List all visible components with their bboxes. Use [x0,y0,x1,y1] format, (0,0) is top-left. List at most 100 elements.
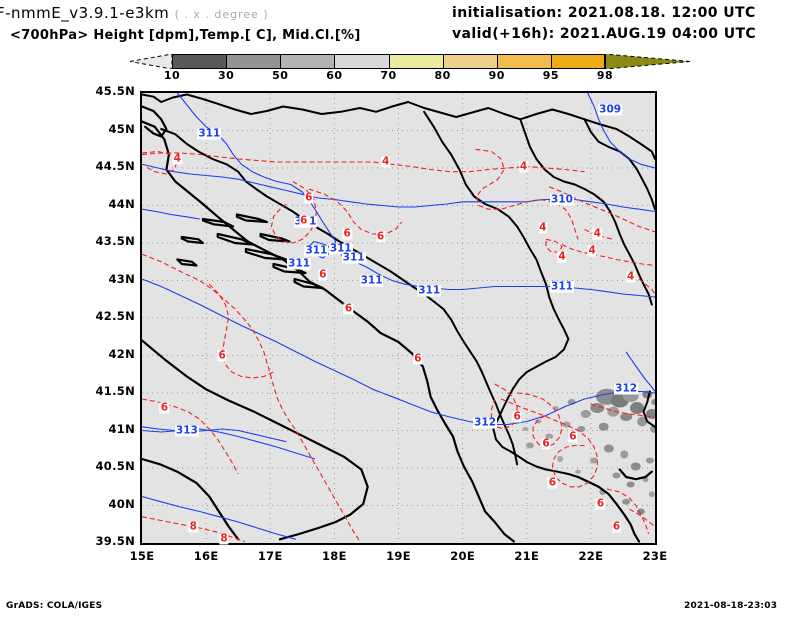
island-outline [235,213,269,224]
temp-contour-6i [490,383,518,430]
temp-contour-4 [142,152,585,173]
temp-contour-6d [142,253,361,542]
map-plot-area[interactable]: 3113113113113113113113113113093103123123… [140,91,657,545]
colorbar-tick-label: 70 [380,69,397,82]
cloud-shading-patch [557,456,564,462]
longitude-tick-label: 18E [321,549,347,563]
cloud-shading-patch [612,472,621,479]
height-contour-314 [142,495,297,540]
colorbar-tick [172,54,173,69]
height-contour-label: 311 [341,251,366,264]
height-contour-label: 311 [304,244,329,256]
latitude-tick-label: 44N [108,196,135,211]
height-contour-310 [142,163,655,213]
temp-contour-4g [638,278,655,295]
island-outline [201,217,235,228]
valid-time: valid(+16h): 2021.AUG.19 04:00 UTC [452,26,757,42]
height-contour-label: 311 [550,280,574,292]
resolution-note: ( . x . degree ) [174,8,269,21]
colorbar-segment [442,54,497,69]
cloud-shading-patch [620,413,633,421]
latitude-tick-label: 41.5N [95,384,135,398]
height-contour-label: 309 [598,103,623,115]
cloud-shading-patch [607,406,620,417]
colorbar-tick-label: 60 [326,69,343,82]
temp-contour-6k [629,508,655,527]
temp-contour-4f [142,150,178,175]
latitude-tick-label: 43.5N [95,234,135,248]
height-contour-311b [142,208,200,220]
colorbar-segment [550,54,605,69]
colorbar-tick-label: 98 [596,69,614,82]
temperature-contour-label: 6 [413,352,423,365]
latitude-tick-label: 41N [108,421,135,436]
colorbar-segment [496,54,551,69]
longitude-tick-label: 16E [193,549,219,563]
colorbar-tick-label: 90 [488,69,505,82]
latitude-tick-label: 40.5N [95,459,135,473]
model-title: F-nmmE_v3.9.1-e3km ( . x . degree ) [0,4,269,22]
cloud-shading-patch [575,469,582,474]
cloud-shading-patch [580,410,591,418]
temp-contour-6b [308,188,403,235]
temperature-contour-label: 8 [188,520,198,532]
temp-contour-4b [475,148,579,240]
height-contour-label: 311 [287,257,312,270]
temp-contour-8a [142,516,245,543]
cloud-shading-patch [636,508,645,515]
temperature-contour-label: 6 [541,437,551,450]
temperature-contour-label: 4 [625,270,636,283]
height-contour-label: 312 [473,416,498,429]
temp-contour-6c [208,283,274,379]
longitude-tick-label: 22E [578,549,604,563]
temperature-contour-label: 6 [547,476,558,489]
height-contour-312b [625,351,655,392]
temperature-contour-label: 6 [595,497,606,510]
colorbar-tick [550,54,552,69]
temp-contour-6a [270,181,317,244]
colorbar-legend: 10 30 50 60 70 80 90 95 98 [130,54,690,90]
border-northern [142,93,655,160]
render-timestamp: 2021-08-18-23:03 [684,601,778,611]
latitude-tick-label: 42N [108,346,135,361]
height-contour-label: 310 [550,193,574,205]
island-outline [244,247,288,261]
temp-contour-6j [606,488,650,535]
temperature-contour-label: 6 [512,410,522,423]
cloud-shading-patch [637,416,648,427]
colorbar-tick-label: 80 [434,69,451,82]
latitude-tick-label: 42.5N [95,309,135,323]
temperature-contour-label: 6 [342,227,352,240]
temperature-contour-label: 4 [557,250,567,262]
cloud-shading-patch [645,409,655,419]
initialisation-time: initialisation: 2021.08.18. 12:00 UTC [452,5,756,21]
longitude-tick-label: 19E [386,549,411,563]
longitude-tick-label: 20E [450,549,476,563]
temp-contour-6f [500,398,598,488]
temperature-contour-label: 6 [217,349,227,361]
field-description: <700hPa> Height [dpm],Temp.[ C], Mid.Cl.… [10,28,361,43]
cloud-shading-patch [648,491,655,498]
border-greece-bulgaria [642,390,655,428]
border-serbia-macedonia [423,110,580,478]
latitude-tick-label: 44.5N [95,159,135,173]
island-outline [180,235,204,245]
coastline-italy-south [142,457,240,541]
colorbar-segment [334,54,389,69]
latitude-tick-label: 45.5N [95,84,135,98]
temperature-contour-label: 6 [304,191,314,204]
longitude-tick-label: 21E [514,549,540,563]
temperature-contour-label: 4 [172,152,182,165]
temperature-contour-label: 4 [587,244,597,256]
border-serbia-east [519,118,653,306]
height-contour-311 [176,93,655,298]
cloud-shading-patch [590,457,599,464]
temperature-contour-label: 6 [568,430,578,442]
cloud-shading-patch [622,498,631,505]
colorbar-tick-label: 95 [542,69,560,82]
temperature-contour-label: 4 [592,227,602,240]
coastline-chalkidiki [618,468,653,481]
colorbar-tick [280,54,282,69]
cloud-shading-patch [577,426,586,432]
colorbar-segment [388,54,443,69]
